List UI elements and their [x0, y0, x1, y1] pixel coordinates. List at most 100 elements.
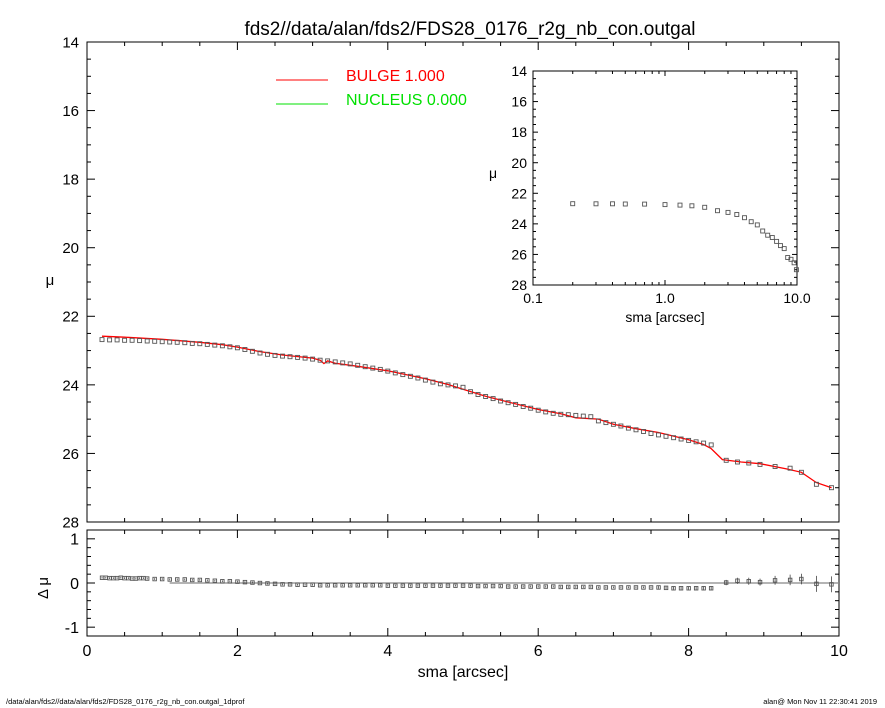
inset-data-point — [622, 201, 628, 207]
inset-x-tick-label: 1.0 — [655, 290, 675, 306]
main-data-point — [280, 353, 285, 359]
inset-data-point — [788, 256, 794, 262]
residual-data-point — [618, 585, 624, 590]
inset-data-point — [715, 208, 720, 214]
residual-data-point — [498, 583, 503, 589]
inset-x-axis-label: sma [arcsec] — [625, 309, 704, 325]
residual-y-tick-label: 0 — [70, 576, 79, 593]
main-data-point — [234, 345, 240, 351]
inset-y-tick-label: 24 — [511, 216, 527, 232]
residual-data-point — [295, 582, 300, 587]
residual-data-point — [573, 584, 578, 590]
inset-y-tick-label: 28 — [511, 277, 527, 293]
residual-data-point — [723, 580, 729, 585]
main-data-point — [422, 377, 428, 383]
residual-data-point — [453, 583, 458, 588]
main-data-point — [242, 347, 248, 352]
residual-data-point — [528, 584, 533, 589]
inset-data-point — [765, 232, 771, 238]
residual-data-point — [220, 579, 225, 584]
legend-label-bulge: BULGE 1.000 — [346, 68, 445, 85]
main-data-point — [257, 350, 263, 356]
residual-data-point — [513, 584, 518, 589]
main-data-point — [219, 343, 225, 349]
main-data-point — [347, 361, 353, 367]
residual-data-point — [265, 581, 270, 586]
main-data-point — [445, 382, 451, 388]
residual-y-tick-label: -1 — [65, 620, 79, 637]
main-data-point — [137, 338, 143, 344]
inset-data-point — [791, 260, 797, 266]
inset-data-point — [778, 243, 783, 249]
inset-y-axis-label: μ — [489, 165, 497, 181]
residual-data-point — [385, 583, 391, 588]
main-data-point — [197, 341, 203, 347]
residual-data-point — [829, 582, 834, 587]
residual-data-point — [347, 583, 353, 588]
main-data-point — [483, 394, 489, 399]
inset-plot-frame — [532, 70, 798, 286]
residual-data-point — [468, 583, 473, 588]
residual-data-point — [190, 577, 195, 583]
residual-x-tick-label: 8 — [684, 643, 693, 660]
main-data-point — [656, 432, 661, 438]
main-data-point — [415, 375, 421, 381]
residual-data-point — [648, 585, 654, 590]
residual-data-point — [701, 586, 706, 591]
residual-data-point — [490, 583, 496, 589]
main-data-point — [362, 364, 368, 370]
main-data-point — [829, 485, 834, 491]
residual-data-point — [212, 578, 218, 583]
residual-data-point — [475, 583, 481, 589]
residual-data-point — [603, 585, 609, 590]
main-data-point — [468, 389, 473, 395]
residual-data-point — [445, 583, 451, 588]
residual-data-point — [596, 585, 601, 590]
residual-data-point — [205, 578, 210, 583]
residual-data-point — [520, 584, 526, 589]
residual-data-point — [197, 577, 203, 583]
main-y-tick-label: 26 — [62, 446, 79, 463]
residual-data-point — [430, 583, 436, 588]
legend-label-nucleus: NUCLEUS 0.000 — [346, 92, 467, 109]
residual-data-point — [686, 586, 691, 591]
main-y-tick-label: 14 — [62, 34, 79, 51]
residual-data-point — [566, 584, 571, 590]
main-y-tick-label: 28 — [62, 514, 79, 531]
residual-data-point — [227, 579, 233, 584]
residual-data-point — [378, 583, 383, 588]
main-data-point — [287, 354, 293, 360]
residual-x-tick-label: 0 — [83, 643, 92, 660]
main-data-point — [686, 437, 692, 443]
main-data-point — [595, 418, 601, 424]
inset-data-point — [702, 204, 708, 210]
main-data-point — [618, 423, 624, 429]
main-data-point — [505, 400, 511, 406]
residual-data-point — [310, 582, 315, 587]
main-data-point — [693, 439, 699, 445]
inset-data-point — [781, 246, 787, 252]
main-data-point — [565, 412, 571, 418]
main-data-point — [310, 356, 316, 362]
residual-data-point — [325, 583, 330, 588]
main-data-point — [227, 344, 233, 350]
residual-x-axis-label: sma [arcsec] — [418, 664, 509, 681]
inset-data-point — [742, 215, 747, 221]
main-ticks: 14 16 18 20 22 24 26 28 — [62, 34, 840, 531]
main-y-tick-label: 22 — [62, 309, 79, 326]
legend: BULGE 1.000 NUCLEUS 0.000 — [276, 68, 467, 109]
residual-data-point — [558, 584, 563, 590]
residual-data-point — [633, 585, 639, 590]
residual-data-point — [415, 583, 421, 588]
main-data-point — [701, 440, 707, 446]
main-y-tick-label: 24 — [62, 377, 79, 394]
chart-title: fds2//data/alan/fds2/FDS28_0176_r2g_nb_c… — [244, 19, 695, 40]
main-data-point — [107, 337, 113, 343]
main-data-point — [475, 392, 481, 397]
residual-data-point — [302, 582, 308, 587]
inset-data-point — [570, 201, 576, 207]
main-data-point — [723, 457, 729, 463]
main-data-point — [392, 370, 398, 376]
main-data-point — [152, 338, 158, 344]
